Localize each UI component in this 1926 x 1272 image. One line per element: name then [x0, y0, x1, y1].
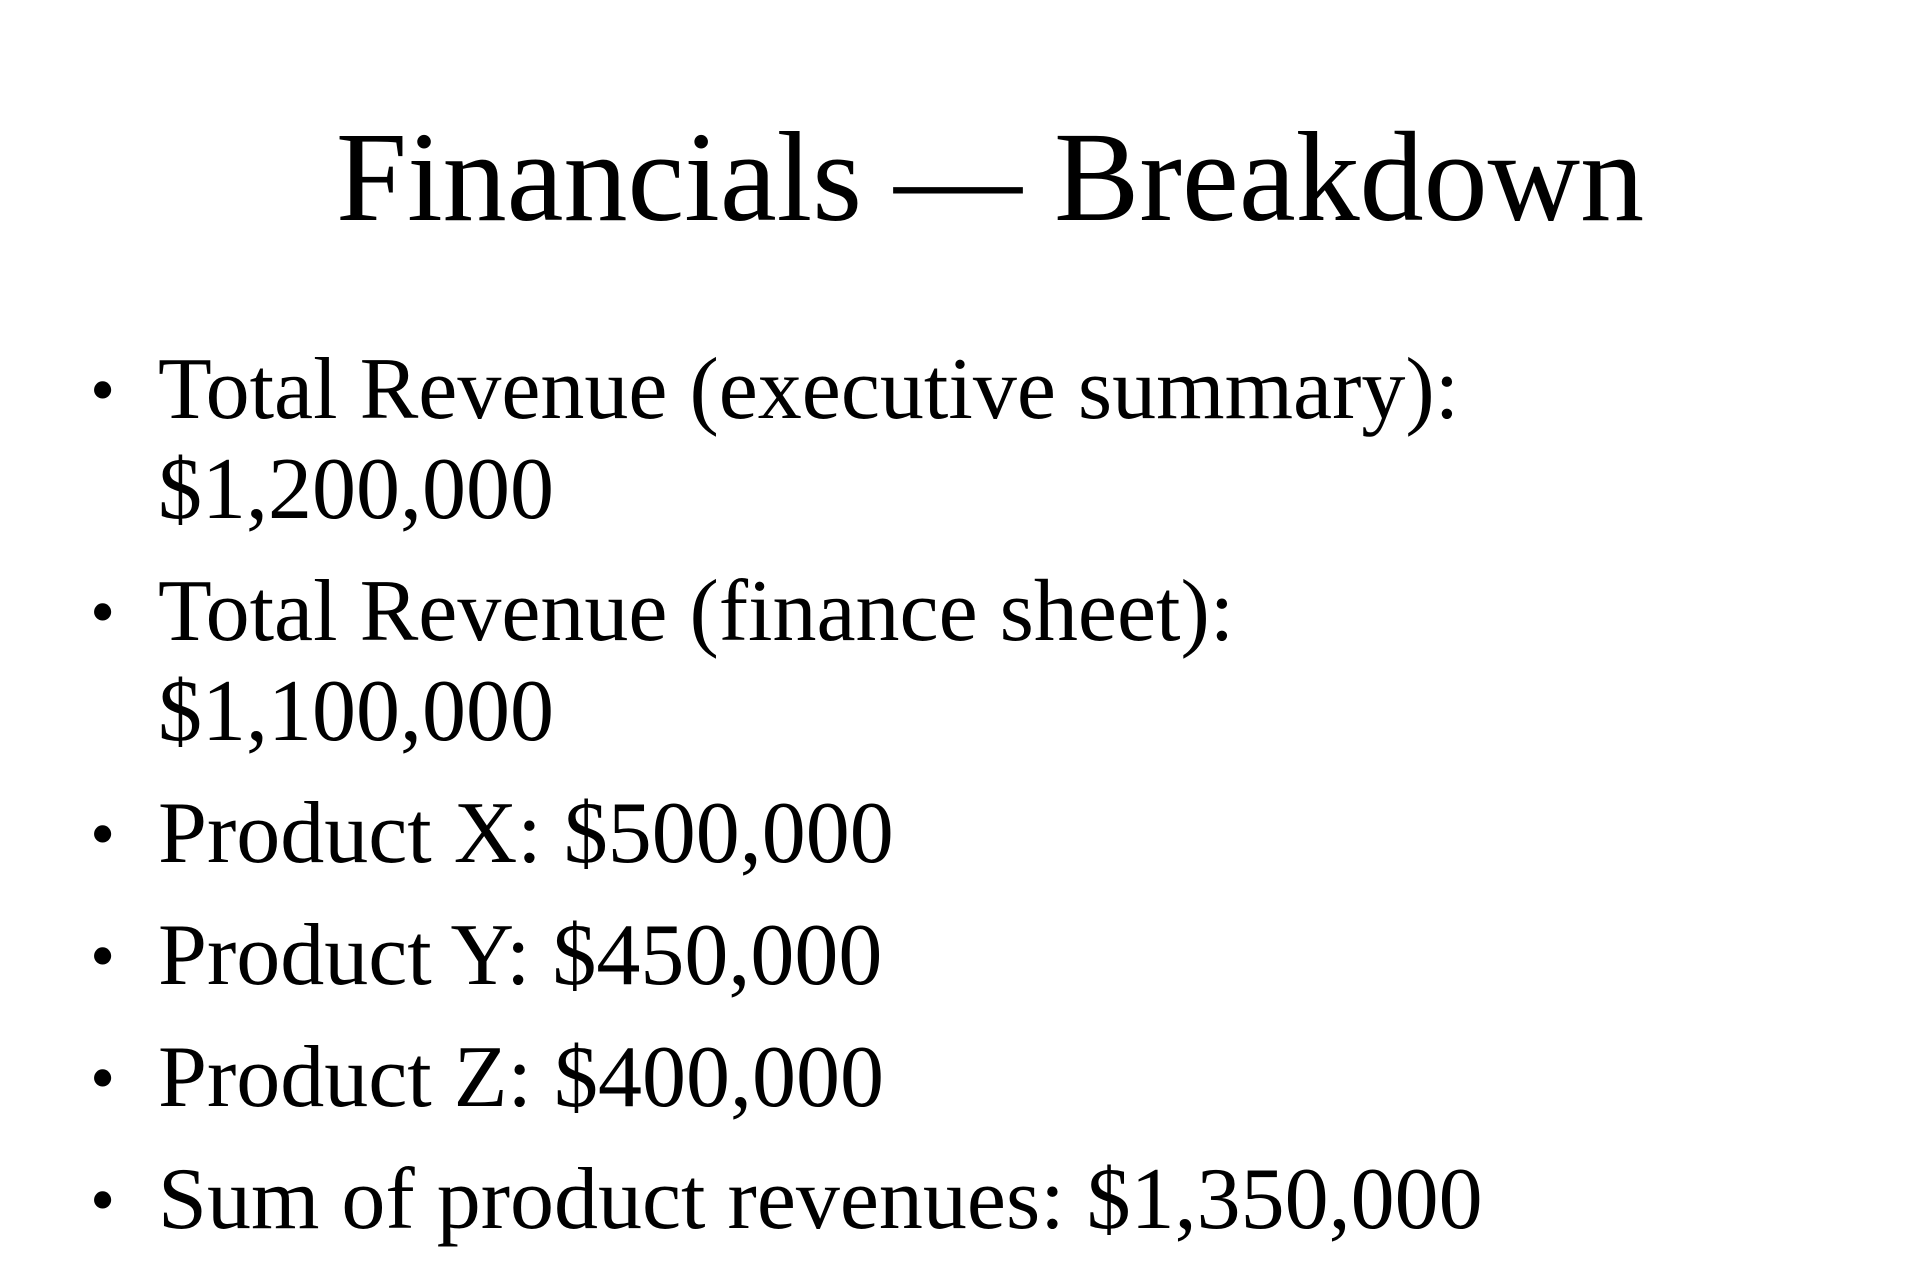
bullet-icon: • — [90, 1160, 116, 1240]
bullet-list: • Total Revenue (executive summary): $1,… — [90, 340, 1790, 1272]
bullet-text: Total Revenue (executive summary): $1,20… — [158, 341, 1460, 538]
bullet-item-total-revenue-finance: • Total Revenue (finance sheet): $1,100,… — [90, 562, 1790, 762]
bullet-icon: • — [90, 794, 116, 874]
slide-title: Financials — Breakdown — [335, 106, 1645, 248]
bullet-text: Total Revenue (finance sheet): $1,100,00… — [158, 563, 1235, 760]
bullet-icon: • — [90, 572, 116, 652]
bullet-item-sum-product-revenues: • Sum of product revenues: $1,350,000 — [90, 1150, 1790, 1250]
bullet-item-total-revenue-executive: • Total Revenue (executive summary): $1,… — [90, 340, 1790, 540]
bullet-text: Product X: $500,000 — [158, 785, 894, 882]
bullet-text: Sum of product revenues: $1,350,000 — [158, 1151, 1483, 1248]
bullet-text: Product Z: $400,000 — [158, 1029, 884, 1126]
bullet-icon: • — [90, 350, 116, 430]
bullet-icon: • — [90, 1038, 116, 1118]
bullet-item-product-z: • Product Z: $400,000 — [90, 1028, 1790, 1128]
bullet-item-product-y: • Product Y: $450,000 — [90, 906, 1790, 1006]
bullet-text: Product Y: $450,000 — [158, 907, 883, 1004]
bullet-item-product-x: • Product X: $500,000 — [90, 784, 1790, 884]
bullet-icon: • — [90, 916, 116, 996]
slide: Financials — Breakdown • Total Revenue (… — [90, 106, 1645, 1248]
